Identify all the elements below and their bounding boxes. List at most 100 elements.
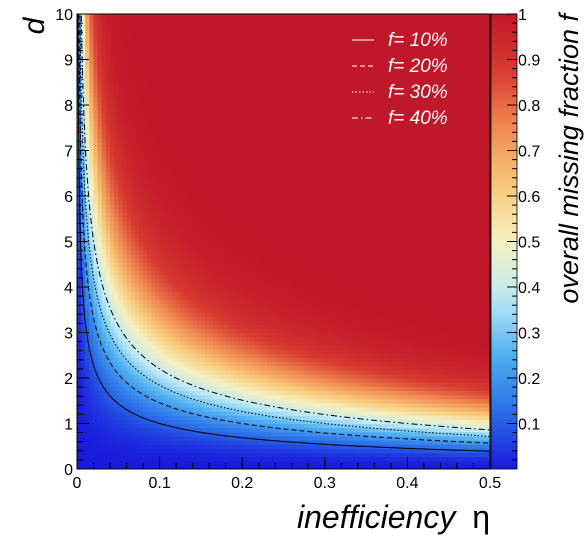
heatmap-cell [411, 353, 417, 358]
heatmap-cell [89, 340, 95, 346]
heatmap-cell [233, 460, 239, 466]
heatmap-cell [444, 303, 450, 309]
heatmap-cell [452, 324, 458, 329]
heatmap-cell [295, 357, 301, 363]
heatmap-cell [399, 411, 404, 416]
heatmap-cell [283, 415, 289, 420]
heatmap-cell [110, 303, 115, 309]
heatmap-cell [444, 270, 450, 276]
heatmap-cell [341, 315, 347, 321]
heatmap-cell [126, 415, 132, 420]
heatmap-cell [184, 460, 190, 466]
heatmap-cell [423, 311, 429, 317]
heatmap-cell [196, 431, 202, 437]
heatmap-cell [254, 324, 260, 329]
heatmap-cell [97, 361, 103, 367]
heatmap-cell [403, 262, 408, 267]
heatmap-cell [213, 427, 219, 433]
heatmap-cell [308, 386, 314, 392]
heatmap-cell [85, 295, 90, 301]
heatmap-cell [258, 452, 264, 458]
heatmap-cell [89, 390, 95, 396]
heatmap-cell [105, 398, 111, 404]
heatmap-cell [291, 287, 297, 292]
heatmap-cell [213, 456, 219, 462]
heatmap-cell [126, 402, 132, 408]
heatmap-cell [262, 427, 268, 433]
heatmap-cell [324, 452, 330, 458]
heatmap-cell [246, 382, 252, 387]
heatmap-cell [126, 291, 132, 296]
heatmap-cell [205, 274, 210, 280]
heatmap-cell [85, 460, 90, 466]
heatmap-cell [448, 320, 454, 325]
heatmap-cell [436, 386, 442, 392]
heatmap-cell [353, 456, 359, 462]
heatmap-cell [386, 365, 392, 371]
heatmap-cell [85, 411, 90, 416]
heatmap-cell [345, 378, 351, 383]
heatmap-cell [221, 315, 227, 321]
heatmap-cell [407, 456, 413, 462]
heatmap-cell [370, 373, 375, 379]
heatmap-cell [196, 332, 202, 338]
heatmap-cell [279, 270, 285, 276]
heatmap-cell [419, 262, 425, 267]
heatmap-cell [200, 398, 206, 404]
heatmap-cell [469, 415, 475, 420]
heatmap-cell [242, 419, 247, 425]
heatmap-cell [275, 452, 280, 458]
heatmap-cell [403, 452, 408, 458]
heatmap-cell [184, 278, 190, 284]
heatmap-cell [229, 349, 235, 354]
heatmap-cell [403, 431, 408, 437]
heatmap-cell [357, 411, 363, 416]
heatmap-cell [419, 406, 425, 412]
heatmap-cell [436, 266, 442, 272]
heatmap-cell [217, 448, 223, 454]
heatmap-cell [85, 299, 90, 305]
heatmap-cell [217, 373, 223, 379]
heatmap-cell [151, 349, 157, 354]
heatmap-cell [411, 394, 417, 400]
heatmap-cell [419, 390, 425, 396]
heatmap-cell [250, 332, 256, 338]
heatmap-cell [419, 440, 425, 445]
heatmap-cell [196, 464, 202, 469]
heatmap-cell [328, 415, 334, 420]
heatmap-cell [229, 262, 235, 267]
heatmap-cell [456, 382, 462, 387]
heatmap-cell [192, 315, 198, 321]
heatmap-cell [461, 332, 466, 338]
heatmap-cell [258, 448, 264, 454]
heatmap-cell [180, 406, 185, 412]
heatmap-cell [266, 406, 272, 412]
heatmap-cell [403, 373, 408, 379]
heatmap-cell [349, 373, 355, 379]
heatmap-cell [275, 394, 280, 400]
heatmap-cell [101, 303, 107, 309]
heatmap-cell [250, 353, 256, 358]
heatmap-cell [440, 278, 446, 284]
heatmap-cell [205, 435, 210, 441]
heatmap-cell [428, 344, 433, 350]
heatmap-cell [374, 336, 380, 342]
heatmap-cell [81, 324, 86, 329]
heatmap-cell [229, 328, 235, 334]
heatmap-cell [386, 373, 392, 379]
heatmap-cell [415, 427, 421, 433]
heatmap-cell [448, 402, 454, 408]
heatmap-cell [477, 361, 483, 367]
heatmap-cell [200, 328, 206, 334]
heatmap-cell [147, 328, 152, 334]
heatmap-cell [192, 456, 198, 462]
heatmap-cell [205, 394, 210, 400]
heatmap-cell [353, 357, 359, 363]
heatmap-cell [221, 406, 227, 412]
heatmap-cell [382, 353, 388, 358]
heatmap-cell [440, 456, 446, 462]
heatmap-cell [432, 373, 437, 379]
heatmap-cell [138, 464, 144, 469]
heatmap-cell [312, 315, 318, 321]
heatmap-cell [419, 427, 425, 433]
